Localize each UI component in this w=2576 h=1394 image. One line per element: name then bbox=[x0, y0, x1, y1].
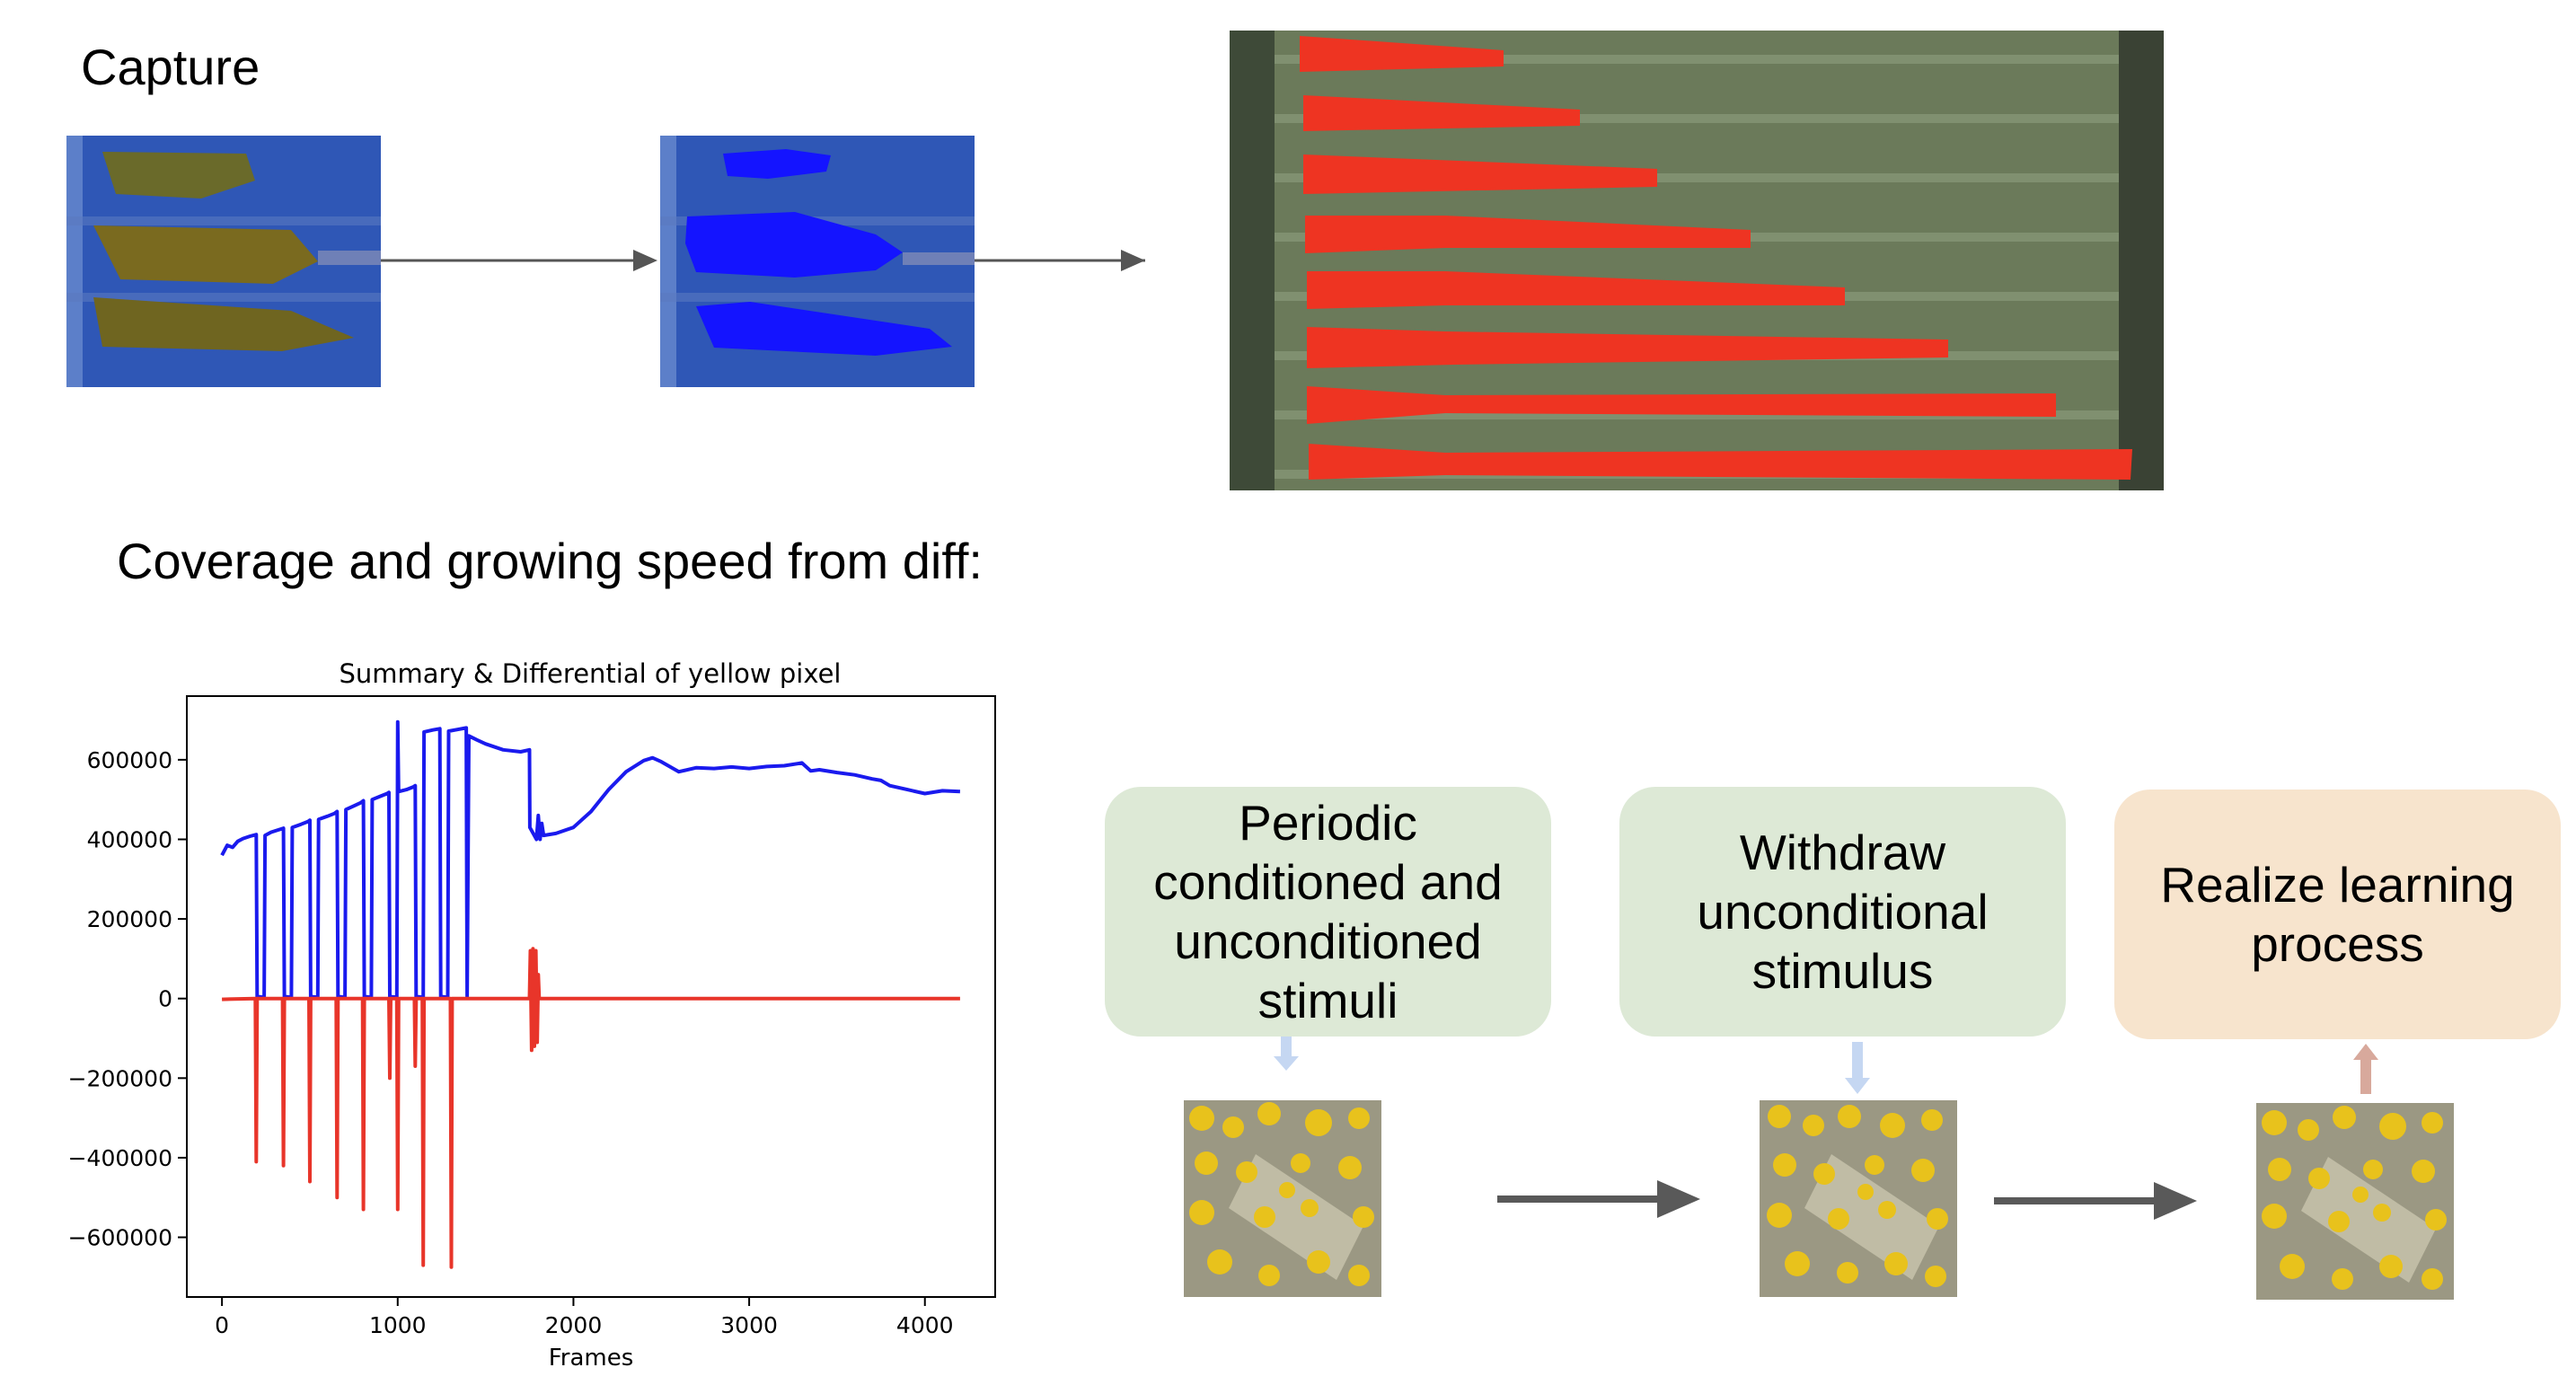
series-line-0 bbox=[220, 719, 960, 1000]
step-label-learning: Realize learning process bbox=[2160, 857, 2515, 972]
summary-differential-chart: Summary & Differential of yellow pixel 0… bbox=[68, 658, 996, 1372]
chart-x-ticks: 0 1000 2000 3000 4000 bbox=[215, 1297, 954, 1338]
x-tick-label: 0 bbox=[215, 1312, 229, 1338]
step-label-withdraw: Withdraw unconditional stimulus bbox=[1697, 825, 1989, 999]
segmentation-overview bbox=[1230, 31, 2164, 490]
step-box-withdraw: Withdraw unconditional stimulus bbox=[1619, 787, 2066, 1037]
cluster-photo-2 bbox=[1760, 1100, 1957, 1297]
step-box-learning: Realize learning process bbox=[2114, 790, 2561, 1039]
step-box-conditioning: Periodic conditioned and unconditioned s… bbox=[1105, 787, 1551, 1037]
x-tick-label: 4000 bbox=[896, 1312, 954, 1338]
series-line-1 bbox=[222, 947, 960, 1269]
y-tick-label: 600000 bbox=[87, 747, 172, 773]
down-arrow-1 bbox=[1274, 1037, 1299, 1071]
cluster-photo-3 bbox=[2256, 1103, 2454, 1300]
chart-series-group bbox=[220, 719, 960, 1269]
process-arrow-1 bbox=[1497, 1180, 1700, 1218]
capture-arrows bbox=[381, 250, 1145, 271]
process-arrow-2 bbox=[1994, 1182, 2197, 1220]
capture-photo-mask bbox=[660, 136, 975, 387]
y-tick-label: 0 bbox=[158, 986, 172, 1012]
up-arrow bbox=[2353, 1044, 2378, 1094]
down-arrow-2 bbox=[1845, 1042, 1870, 1094]
y-tick-label: −600000 bbox=[68, 1225, 172, 1251]
y-tick-label: 200000 bbox=[87, 906, 172, 932]
cluster-photo-1 bbox=[1184, 1100, 1381, 1297]
y-tick-label: −400000 bbox=[68, 1145, 172, 1171]
x-tick-label: 3000 bbox=[720, 1312, 778, 1338]
step-label-conditioning: Periodic conditioned and unconditioned s… bbox=[1153, 795, 1503, 1028]
y-tick-label: −200000 bbox=[68, 1065, 172, 1091]
coverage-heading: Coverage and growing speed from diff: bbox=[117, 533, 983, 589]
chart-y-ticks: 600000 400000 200000 0 −200000 −400000 −600000 bbox=[68, 747, 187, 1251]
chart-plot-area bbox=[186, 695, 996, 1298]
capture-photo-raw bbox=[66, 136, 381, 387]
chart-xlabel: Frames bbox=[549, 1345, 634, 1372]
chart-title: Summary & Differential of yellow pixel bbox=[340, 658, 842, 689]
x-tick-label: 1000 bbox=[369, 1312, 427, 1338]
y-tick-label: 400000 bbox=[87, 826, 172, 852]
x-tick-label: 2000 bbox=[545, 1312, 603, 1338]
capture-heading: Capture bbox=[81, 39, 260, 95]
